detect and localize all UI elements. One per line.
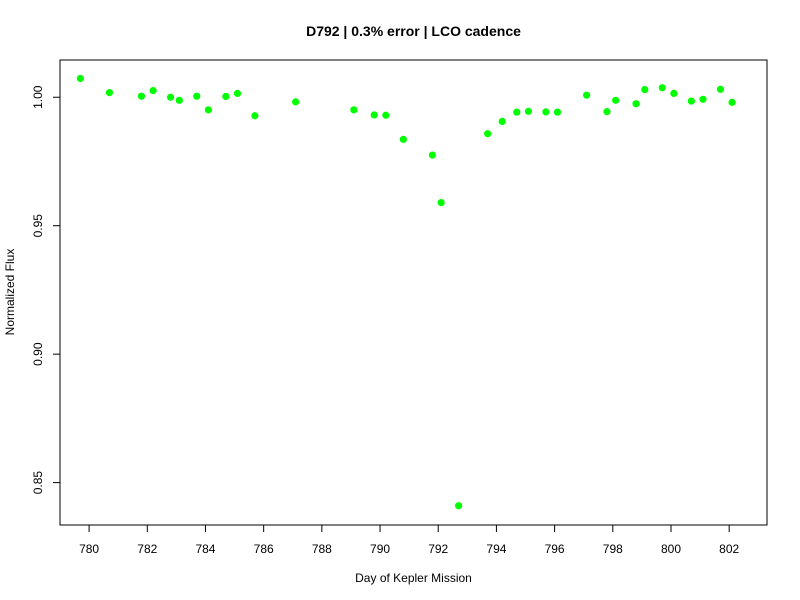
data-point <box>498 117 506 126</box>
data-point <box>603 108 611 116</box>
x-tick-label: 780 <box>79 542 99 556</box>
data-point <box>233 89 242 97</box>
data-point <box>728 98 736 106</box>
y-axis-label: Normalized Flux <box>3 249 17 336</box>
plot-frame <box>59 59 768 526</box>
x-tick-label: 784 <box>195 542 215 556</box>
data-points <box>76 74 736 510</box>
data-point <box>716 85 725 93</box>
data-point <box>166 93 175 101</box>
y-tick-label: 0.85 <box>31 471 45 495</box>
x-tick-label: 802 <box>719 542 739 556</box>
y-tick-label: 0.90 <box>31 342 45 366</box>
data-point <box>105 89 114 97</box>
data-point <box>193 92 201 100</box>
x-axis: 780 782 784 786 788 790 792 794 796 798 800 802 <box>79 524 740 556</box>
data-point <box>175 96 183 104</box>
data-point <box>658 84 666 92</box>
x-tick-label: 794 <box>486 542 506 556</box>
data-point <box>292 98 300 106</box>
y-tick-label: 0.95 <box>31 214 45 238</box>
data-point <box>222 92 230 101</box>
data-point <box>670 89 678 97</box>
x-tick-label: 792 <box>428 542 448 556</box>
data-point <box>632 100 640 108</box>
data-point <box>149 86 157 95</box>
data-point <box>76 74 84 83</box>
data-point <box>641 85 649 94</box>
x-axis-label: Day of Kepler Mission <box>355 571 472 585</box>
data-point <box>484 130 492 138</box>
chart-title: D792 | 0.3% error | LCO cadence <box>306 23 521 39</box>
data-point <box>251 112 259 120</box>
data-point <box>350 106 358 114</box>
x-tick-label: 790 <box>370 542 390 556</box>
data-point <box>553 108 562 116</box>
x-tick-label: 800 <box>661 542 681 556</box>
data-point <box>513 108 521 116</box>
x-tick-label: 798 <box>603 542 623 556</box>
y-axis: 0.85 0.90 0.95 1.00 <box>31 85 61 495</box>
data-point <box>204 106 212 114</box>
data-point <box>370 111 378 119</box>
data-point <box>542 108 550 116</box>
x-tick-label: 788 <box>312 542 332 556</box>
data-point <box>699 95 707 103</box>
x-tick-label: 786 <box>254 542 274 556</box>
x-tick-label: 782 <box>137 542 157 556</box>
data-point <box>612 96 620 104</box>
data-point <box>382 111 390 119</box>
data-point <box>687 97 695 105</box>
data-point <box>454 502 463 510</box>
data-point <box>399 135 407 143</box>
data-point <box>524 107 533 115</box>
data-point <box>137 92 146 100</box>
data-point <box>583 91 591 99</box>
x-tick-label: 796 <box>545 542 565 556</box>
y-tick-label: 1.00 <box>31 85 45 109</box>
data-point <box>437 198 445 207</box>
data-point <box>428 151 437 159</box>
